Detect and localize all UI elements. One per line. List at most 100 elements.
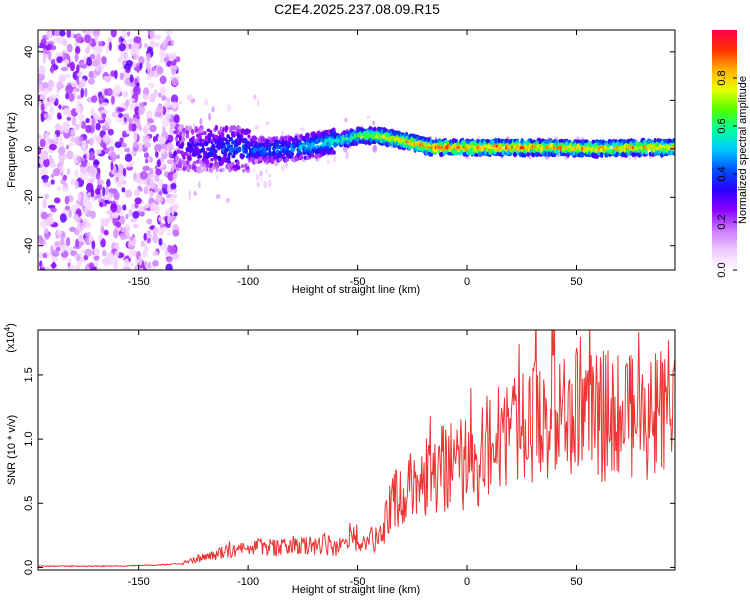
noise-mark (160, 149, 166, 154)
noise-mark (120, 101, 127, 110)
noise-mark (159, 75, 167, 85)
ridge-mark (209, 129, 213, 137)
colorbar-ticks: 0.0 0.2 0.4 0.6 0.8 (716, 70, 737, 278)
x-tick-label: 50 (570, 276, 582, 288)
noise-mark (89, 233, 93, 240)
noise-mark (168, 216, 175, 223)
noise-mark (74, 52, 79, 62)
ridge-mark (244, 128, 250, 134)
noise-mark (86, 196, 90, 207)
ridge-mark (618, 146, 623, 153)
noise-mark (148, 156, 153, 163)
y-tick-label: -20 (23, 189, 35, 205)
noise-mark (149, 124, 157, 133)
noise-mark (152, 235, 159, 244)
noise-mark (66, 116, 72, 121)
noise-mark (69, 264, 76, 270)
colorbar: 0.0 0.2 0.4 0.6 0.8 Normalized spectral ampl… (712, 30, 749, 278)
noise-mark (75, 105, 82, 114)
noise-mark (65, 92, 70, 100)
noise-mark (63, 58, 70, 65)
noise-mark (82, 190, 87, 200)
ridge-mark (260, 138, 264, 144)
x-tick-label: 0 (464, 276, 470, 288)
noise-mark (78, 113, 85, 122)
colorbar-tick-label: 0.4 (716, 166, 728, 181)
ridge-mark (181, 132, 185, 139)
noise-mark (154, 42, 160, 47)
scatter-mark (253, 94, 257, 100)
noise-mark (66, 30, 72, 39)
noise-mark (60, 84, 65, 89)
ridge-mark (176, 149, 181, 155)
ridge-mark (257, 156, 263, 161)
noise-mark (161, 183, 169, 189)
noise-mark (102, 249, 107, 257)
noise-mark (91, 117, 96, 128)
noise-mark (169, 245, 177, 255)
ridge-mark (346, 143, 350, 149)
noise-mark (167, 230, 172, 237)
ridge-mark (372, 126, 377, 132)
scatter-mark (281, 130, 284, 136)
noise-mark (119, 137, 124, 144)
noise-mark (43, 158, 50, 168)
noise-mark (166, 60, 172, 68)
noise-mark (103, 75, 110, 81)
noise-mark (105, 252, 113, 261)
noise-mark (145, 110, 153, 119)
noise-mark (85, 124, 92, 134)
noise-mark (144, 203, 150, 209)
ridge-mark (221, 136, 226, 142)
ridge-mark (214, 149, 218, 154)
noise-mark (102, 134, 110, 143)
ridge-mark (220, 131, 225, 137)
noise-mark (115, 221, 122, 228)
noise-mark (152, 135, 157, 143)
ridge-mark (225, 139, 230, 145)
noise-mark (42, 252, 48, 259)
noise-mark (108, 145, 115, 152)
noise-mark (91, 240, 96, 250)
ridge-mark (250, 140, 255, 145)
noise-mark (118, 176, 124, 183)
noise-mark (51, 45, 57, 51)
noise-mark (173, 188, 177, 194)
scatter-mark (215, 194, 221, 200)
noise-mark (93, 160, 100, 166)
noise-mark (158, 238, 163, 246)
noise-mark (54, 123, 61, 131)
noise-mark (58, 74, 66, 84)
noise-mark (156, 66, 164, 75)
ridge-mark (240, 133, 244, 139)
noise-mark (105, 185, 109, 196)
noise-mark (38, 72, 46, 81)
noise-mark (108, 152, 117, 158)
noise-mark (101, 112, 107, 119)
ridge-mark (241, 164, 244, 169)
scatter-mark (344, 117, 348, 123)
ridge-mark (229, 136, 234, 142)
noise-mark (121, 116, 125, 126)
ridge-mark (653, 138, 657, 143)
noise-mark (128, 249, 133, 260)
noise-mark (146, 178, 151, 186)
noise-mark (166, 208, 171, 214)
scatter-mark (198, 181, 201, 189)
noise-mark (45, 44, 53, 51)
noise-mark (88, 70, 94, 79)
scatter-mark (263, 181, 268, 189)
noise-mark (128, 123, 133, 132)
noise-mark (93, 45, 98, 54)
ridge-mark (672, 137, 675, 145)
noise-mark (99, 201, 104, 208)
scatter-mark (203, 98, 209, 106)
ridge-mark (305, 132, 310, 139)
noise-mark (38, 99, 42, 107)
noise-mark (65, 84, 74, 95)
ridge-mark (215, 164, 220, 169)
noise-mark (154, 111, 162, 117)
noise-mark (138, 106, 144, 116)
ridge-mark (544, 139, 550, 145)
noise-mark (106, 210, 113, 215)
